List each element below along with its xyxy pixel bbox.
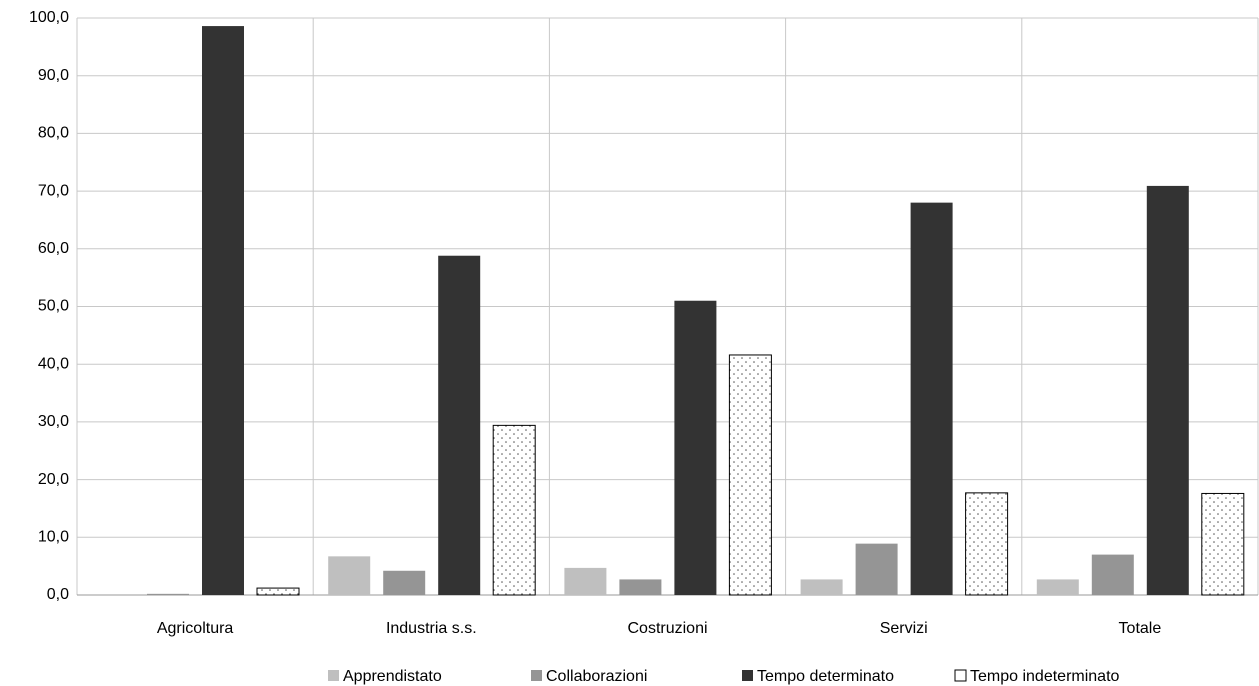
legend-swatch [328, 670, 339, 681]
bar [202, 26, 244, 595]
bar [910, 202, 953, 595]
x-tick-label: Costruzioni [627, 620, 707, 637]
bar [1036, 579, 1079, 595]
bar [1201, 492, 1245, 596]
bar [619, 579, 662, 595]
y-tick-label: 70,0 [38, 182, 69, 199]
bar [383, 570, 426, 595]
legend-label: Tempo determinato [757, 668, 894, 685]
bar [492, 424, 536, 596]
y-tick-label: 40,0 [38, 355, 69, 372]
y-tick-label: 90,0 [38, 67, 69, 84]
bar [256, 587, 300, 596]
bar [674, 300, 717, 595]
bar [328, 556, 371, 595]
y-tick-label: 50,0 [38, 298, 69, 315]
bar [564, 567, 607, 595]
y-tick-label: 80,0 [38, 125, 69, 142]
y-tick-label: 10,0 [38, 529, 69, 546]
legend-swatch [742, 670, 753, 681]
x-tick-label: Industria s.s. [386, 620, 477, 637]
y-tick-label: 20,0 [38, 471, 69, 488]
bar [1091, 554, 1134, 595]
x-tick-label: Servizi [880, 620, 928, 637]
bar [965, 492, 1009, 596]
legend-label: Tempo indeterminato [970, 668, 1120, 685]
bar [728, 354, 772, 596]
y-tick-label: 30,0 [38, 413, 69, 430]
bar [147, 593, 189, 595]
legend-label: Collaborazioni [546, 668, 647, 685]
x-tick-label: Totale [1119, 620, 1162, 637]
legend-swatch [954, 669, 967, 682]
x-tick-label: Agricoltura [157, 620, 234, 637]
y-tick-label: 60,0 [38, 240, 69, 257]
bar [1146, 185, 1189, 596]
legend-label: Apprendistato [343, 668, 442, 685]
legend-swatch [531, 670, 542, 681]
bar [855, 543, 898, 595]
bar [800, 579, 843, 595]
y-tick-label: 0,0 [47, 586, 69, 603]
y-tick-label: 100,0 [29, 9, 69, 26]
bar [438, 255, 481, 595]
